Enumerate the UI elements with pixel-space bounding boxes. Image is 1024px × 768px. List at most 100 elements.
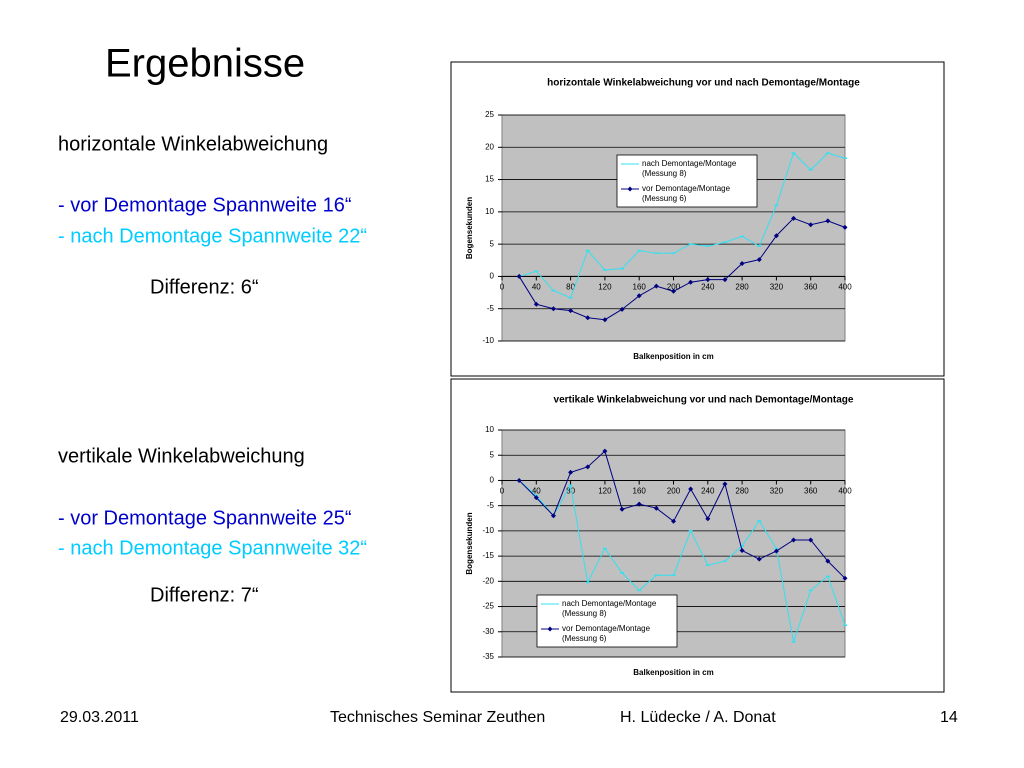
plot-area: [501, 114, 846, 342]
legend-box: [536, 594, 678, 648]
y-tick-label: 0: [490, 272, 495, 281]
y-tick-label: -20: [482, 576, 494, 585]
series-line: [518, 450, 846, 579]
marker: [516, 477, 522, 483]
marker: [550, 513, 556, 519]
marker: [825, 558, 831, 564]
x-axis-label: Balkenposition in cm: [633, 668, 713, 677]
marker: [773, 233, 779, 239]
x-tick-label: 280: [735, 283, 749, 292]
y-tick-label: -35: [482, 652, 494, 661]
y-tick-label: 5: [490, 450, 495, 459]
footer-event: Technisches Seminar Zeuthen: [330, 709, 545, 726]
marker: [619, 306, 625, 312]
section-after: - nach Demontage Spannweite 22“: [58, 225, 367, 247]
marker: [791, 537, 797, 543]
marker: [550, 306, 556, 312]
marker: [653, 283, 659, 289]
chart-title: horizontale Winkelabweichung vor und nac…: [547, 78, 860, 89]
x-tick-label: 120: [598, 487, 612, 496]
marker: [533, 495, 539, 501]
marker: [842, 224, 848, 230]
x-tick-label: 160: [633, 487, 647, 496]
slide-title: Ergebnisse: [105, 42, 305, 86]
y-tick-label: 15: [485, 175, 494, 184]
x-tick-label: 80: [566, 283, 575, 292]
x-tick-label: 240: [701, 487, 715, 496]
series-line: [518, 480, 846, 643]
footer-authors: H. Lüdecke / A. Donat: [620, 709, 776, 726]
x-tick-label: 360: [804, 283, 818, 292]
marker: [825, 218, 831, 224]
marker: [585, 315, 591, 321]
marker: [722, 277, 728, 283]
marker: [602, 448, 608, 454]
x-tick-label: 200: [667, 283, 681, 292]
section-heading: vertikale Winkelabweichung: [58, 445, 305, 467]
marker: [619, 506, 625, 512]
x-tick-label: 40: [532, 487, 541, 496]
y-tick-label: -15: [482, 551, 494, 560]
x-tick-label: 400: [838, 487, 852, 496]
x-tick-label: 240: [701, 283, 715, 292]
marker: [756, 556, 762, 562]
x-tick-label: 40: [532, 283, 541, 292]
marker: [705, 516, 711, 522]
legend-box: [616, 154, 758, 208]
y-axis-label: Bogensekunden: [465, 197, 474, 259]
marker: [636, 501, 642, 507]
section-difference: Differenz: 6“: [150, 276, 259, 298]
x-tick-label: 360: [804, 487, 818, 496]
marker: [705, 277, 711, 283]
marker: [653, 505, 659, 511]
y-tick-label: 5: [490, 239, 495, 248]
x-tick-label: 320: [770, 283, 784, 292]
section-before: - vor Demontage Spannweite 25“: [58, 507, 352, 529]
legend-label: vor Demontage/Montage (Messung 6): [642, 184, 731, 203]
marker: [739, 261, 745, 267]
x-axis-label: Balkenposition in cm: [633, 352, 713, 361]
section-heading: horizontale Winkelabweichung: [58, 133, 328, 155]
footer-page: 14: [940, 709, 958, 726]
section-difference: Differenz: 7“: [150, 584, 259, 606]
y-tick-label: 10: [485, 425, 494, 434]
series-line: [518, 217, 846, 321]
y-tick-label: -5: [487, 501, 495, 510]
legend-marker: [627, 186, 633, 192]
marker: [671, 518, 676, 524]
marker: [808, 222, 814, 228]
y-tick-label: 0: [490, 476, 495, 485]
marker: [688, 279, 694, 285]
y-tick-label: -30: [482, 627, 494, 636]
marker: [756, 257, 762, 263]
x-tick-label: 320: [770, 487, 784, 496]
marker: [516, 273, 522, 279]
marker: [602, 317, 608, 323]
marker: [739, 548, 745, 554]
y-tick-label: -10: [482, 336, 494, 345]
y-tick-label: -25: [482, 602, 494, 611]
legend-entry: vor Demontage/Montage (Messung 6): [562, 624, 650, 643]
y-tick-label: -10: [482, 526, 494, 535]
series-line: [519, 152, 846, 299]
footer-date: 29.03.2011: [60, 709, 139, 726]
marker: [808, 537, 814, 543]
legend-marker: [547, 626, 553, 632]
marker: [568, 308, 574, 314]
legend-label: nach Demontage/Montage (Messung 8): [562, 599, 657, 618]
x-tick-label: 200: [667, 487, 681, 496]
y-tick-label: 10: [485, 207, 494, 216]
marker: [585, 464, 591, 470]
section-after: - nach Demontage Spannweite 32“: [58, 537, 367, 559]
section-before: - vor Demontage Spannweite 16“: [58, 194, 352, 216]
legend-entry: nach Demontage/Montage (Messung 8): [642, 159, 736, 178]
marker: [722, 481, 728, 487]
y-axis-label: Bogensekunden: [465, 512, 474, 574]
x-tick-label: 0: [500, 283, 505, 292]
marker: [791, 215, 797, 221]
marker: [533, 301, 539, 307]
legend-entry: nach Demontage/Montage (Messung 8): [562, 599, 657, 618]
y-tick-label: -5: [487, 304, 495, 313]
y-tick-label: 25: [485, 110, 494, 119]
